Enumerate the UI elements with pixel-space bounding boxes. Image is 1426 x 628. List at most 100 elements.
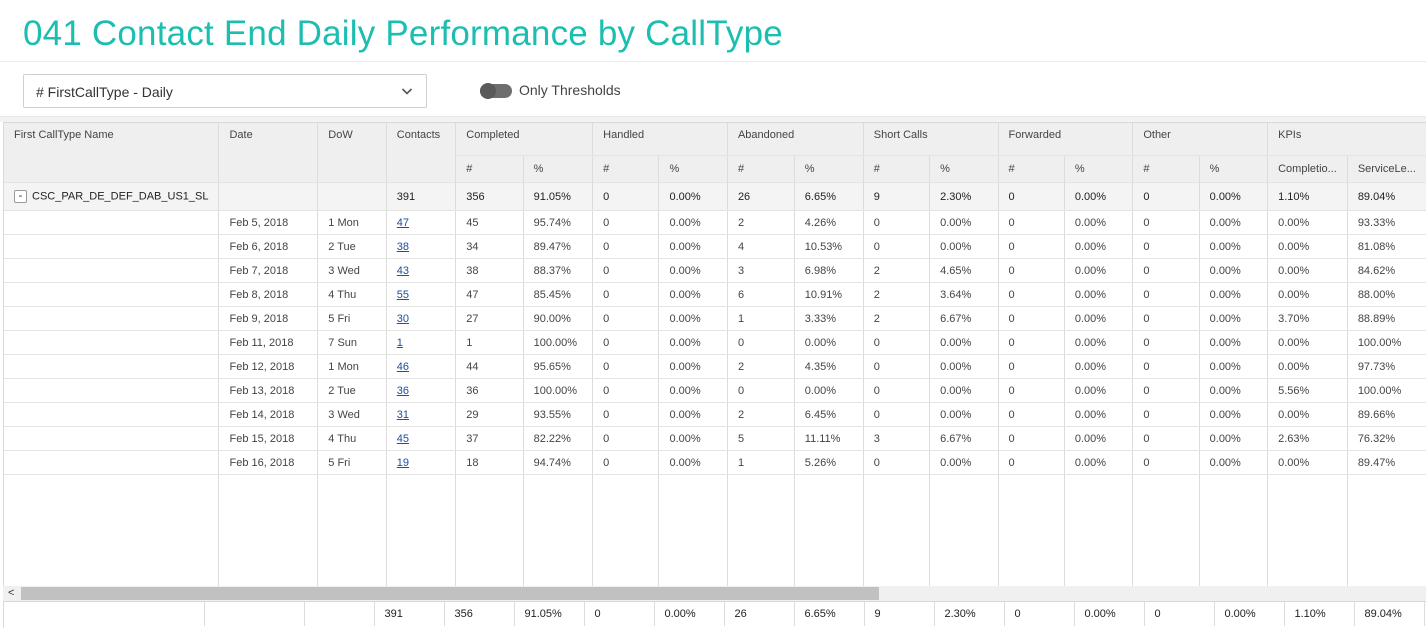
col-group-other[interactable]: Other [1132,123,1269,156]
summary-cell: 0.00% [1064,182,1134,211]
table-cell: 3 [863,426,931,451]
empty-cell [523,474,594,591]
table-cell: 0 [1132,258,1200,283]
col-header-kpi-service-level[interactable]: ServiceLe... [1347,155,1426,183]
scrollbar-thumb[interactable] [21,587,879,600]
table-cell: 0 [863,402,931,427]
table-cell: 0 [592,258,660,283]
table-cell: 0.00% [1064,378,1134,403]
totals-cell: 26 [724,602,795,626]
contacts-drilldown-link[interactable]: 43 [396,264,410,277]
table-cell: 0.00% [929,210,999,235]
empty-cell [998,474,1065,591]
table-cell: 36 [455,378,524,403]
summary-date [218,182,319,211]
table-cell: 88.89% [1347,306,1426,331]
table-cell: 81.08% [1347,234,1426,259]
table-cell: 0 [592,378,660,403]
scroll-left-arrow-icon[interactable]: < [8,587,15,599]
empty-cell [863,474,931,591]
table-cell: 4 [727,234,795,259]
table-cell: 93.33% [1347,210,1426,235]
table-cell: 0 [592,282,660,307]
col-header-short-calls-num[interactable]: # [863,155,931,183]
col-header-short-calls-pct[interactable]: % [929,155,999,183]
col-header-dow[interactable]: DoW [317,123,387,183]
date-cell: Feb 6, 2018 [218,234,319,259]
col-header-completed-num[interactable]: # [455,155,524,183]
totals-footer: 391 356 91.05% 0 0.00% 26 6.65% 9 2.30% … [3,601,1426,628]
col-header-name[interactable]: First CallType Name [4,123,220,183]
table-cell: 0 [592,234,660,259]
col-header-contacts[interactable]: Contacts [386,123,457,183]
contacts-drilldown-link[interactable]: 19 [396,456,410,469]
contacts-drilldown-link[interactable]: 47 [396,216,410,229]
table-cell: 76.32% [1347,426,1426,451]
col-group-completed[interactable]: Completed [455,123,594,156]
totals-cell: 1.10% [1284,602,1355,626]
table-cell: 0 [1132,378,1200,403]
table-cell: 5.56% [1267,378,1348,403]
contacts-drilldown-link[interactable]: 31 [396,408,410,421]
summary-cell: 0.00% [658,182,728,211]
contacts-drilldown-link[interactable]: 30 [396,312,410,325]
col-group-abandoned[interactable]: Abandoned [727,123,864,156]
totals-cell: 2.30% [934,602,1005,626]
table-cell: 3.33% [794,306,864,331]
only-thresholds-label: Only Thresholds [519,82,621,98]
table-cell: 0.00% [929,450,999,475]
totals-cell: 0 [1144,602,1215,626]
row-name-cell [4,378,220,403]
totals-cell: 6.65% [794,602,865,626]
table-cell: 2 [863,282,931,307]
table-cell: 0.00% [1199,210,1269,235]
contacts-drilldown-link[interactable]: 38 [396,240,410,253]
table-cell: 6.67% [929,426,999,451]
empty-cell [218,474,319,591]
table-cell: 37 [455,426,524,451]
table-cell: 94.74% [523,450,594,475]
report-view-select[interactable]: # FirstCallType - Daily [23,74,427,108]
table-cell: 0 [998,402,1065,427]
table-cell: 0.00% [929,354,999,379]
col-header-handled-num[interactable]: # [592,155,660,183]
table-cell: 0.00% [1064,234,1134,259]
collapse-icon[interactable]: - [14,190,27,203]
contacts-drilldown-link[interactable]: 45 [396,432,410,445]
empty-cell [317,474,387,591]
col-group-handled[interactable]: Handled [592,123,728,156]
col-header-handled-pct[interactable]: % [658,155,728,183]
table-cell: 10.53% [794,234,864,259]
col-group-kpis[interactable]: KPIs [1267,123,1426,156]
table-row: Feb 9, 2018 5 Fri 30 27 90.00% 0 0.00% 1 3.33% 2 6… [4,306,1426,331]
table-cell: 0.00% [929,234,999,259]
contacts-drilldown-link[interactable]: 46 [396,360,410,373]
col-group-short-calls[interactable]: Short Calls [863,123,999,156]
contacts-drilldown-link[interactable]: 55 [396,288,410,301]
table-cell: 4.65% [929,258,999,283]
table-cell: 0 [863,210,931,235]
chevron-down-icon [401,88,413,95]
row-name-cell [4,426,220,451]
table-cell: 93.55% [523,402,594,427]
dow-cell: 3 Wed [317,402,387,427]
col-header-forwarded-pct[interactable]: % [1064,155,1134,183]
table-cell: 0 [1132,330,1200,355]
empty-cell [1199,474,1269,591]
col-header-other-num[interactable]: # [1132,155,1200,183]
contacts-drilldown-link[interactable]: 1 [396,336,403,349]
col-header-abandoned-num[interactable]: # [727,155,795,183]
col-header-abandoned-pct[interactable]: % [794,155,864,183]
table-cell: 0.00% [929,378,999,403]
horizontal-scrollbar[interactable]: < [3,586,1426,601]
col-group-forwarded[interactable]: Forwarded [998,123,1134,156]
contacts-drilldown-link[interactable]: 36 [396,384,410,397]
table-cell: 0.00% [658,426,728,451]
col-header-other-pct[interactable]: % [1199,155,1269,183]
only-thresholds-toggle[interactable] [480,83,512,99]
col-header-completed-pct[interactable]: % [523,155,594,183]
col-header-kpi-completion[interactable]: Completio... [1267,155,1348,183]
col-header-date[interactable]: Date [218,123,319,183]
col-header-forwarded-num[interactable]: # [998,155,1065,183]
contacts-cell: 43 [386,258,457,283]
